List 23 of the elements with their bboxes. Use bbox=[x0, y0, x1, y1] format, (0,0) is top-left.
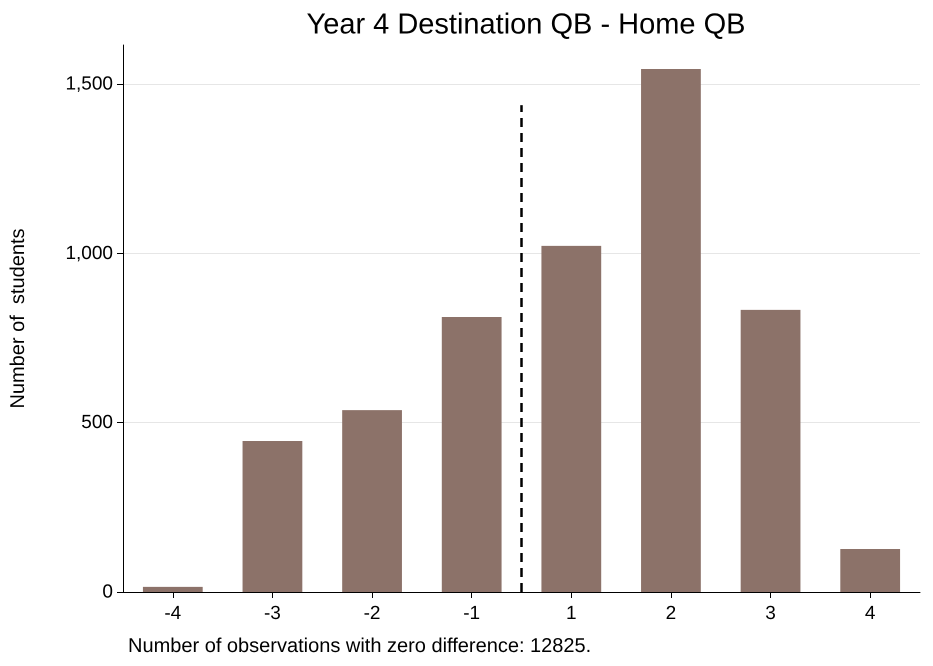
x-tick-label: 4 bbox=[864, 603, 876, 624]
x-tick-label: -2 bbox=[364, 603, 381, 624]
bar bbox=[840, 548, 900, 592]
y-tick-label: 0 bbox=[102, 582, 113, 602]
y-axis-title: Number of students bbox=[7, 228, 29, 409]
bar bbox=[442, 316, 502, 592]
x-tick-label: -3 bbox=[264, 603, 281, 624]
x-tick-label: 2 bbox=[666, 603, 676, 624]
y-tick-label: 500 bbox=[81, 412, 113, 434]
bar bbox=[142, 586, 203, 592]
x-tick-label: -1 bbox=[463, 603, 480, 624]
x-tick-label: 3 bbox=[765, 603, 776, 624]
bar bbox=[242, 440, 302, 592]
y-tick-label: 1,500 bbox=[65, 73, 113, 94]
text: Number of observations with zero difference: 12825. bbox=[128, 635, 592, 657]
bar bbox=[740, 310, 800, 592]
bar bbox=[641, 69, 701, 592]
y-tick-label: 1,000 bbox=[65, 242, 113, 264]
chart-title: Year 4 Destination QB - Home QB bbox=[306, 8, 746, 40]
x-tick-label: -4 bbox=[164, 603, 182, 624]
bar bbox=[541, 246, 602, 592]
bar bbox=[342, 410, 402, 592]
x-tick-label: 1 bbox=[566, 603, 577, 624]
